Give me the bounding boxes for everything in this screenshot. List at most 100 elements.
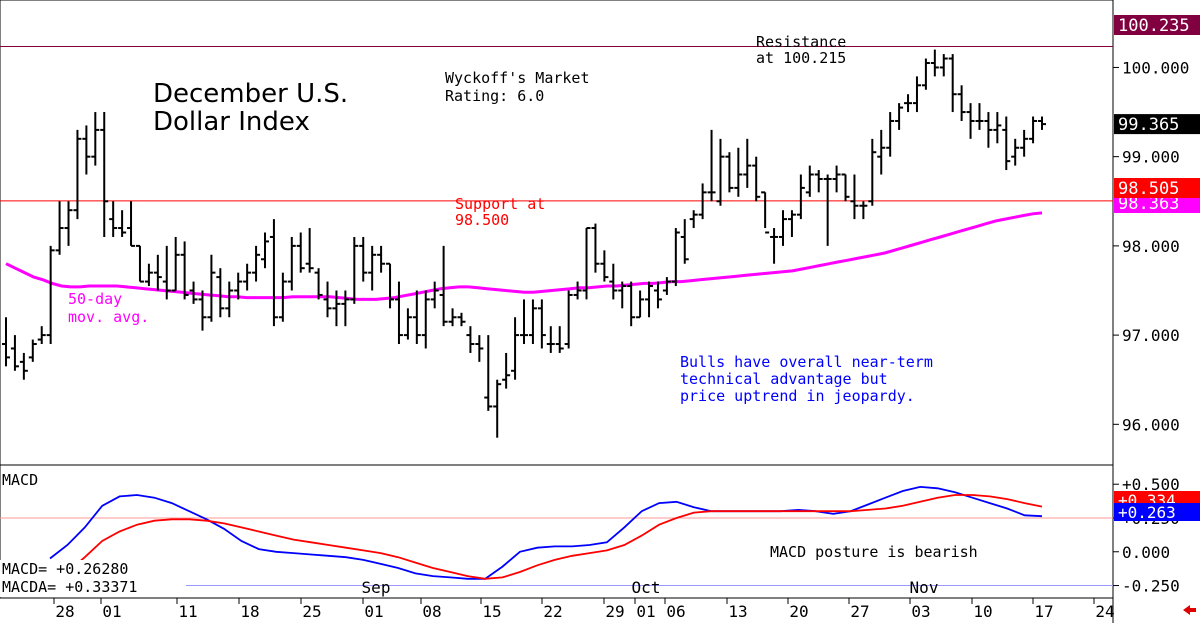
macd-value-tag-bg — [1114, 503, 1200, 521]
ohlc-bar — [180, 241, 189, 300]
macd-readout: MACD= +0.26280 — [2, 560, 128, 578]
ohlc-bar — [243, 263, 252, 291]
last-price-tag-bg — [1114, 114, 1200, 135]
macd-ytick-label: -0.250 — [1122, 577, 1180, 596]
ohlc-bar — [841, 173, 850, 202]
ohlc-bar — [537, 299, 546, 349]
ohlc-bar — [609, 263, 618, 300]
ohlc-bar — [484, 335, 493, 411]
x-month-label: Oct — [632, 578, 661, 597]
ohlc-bar — [189, 281, 198, 304]
ohlc-bar — [153, 254, 162, 291]
ohlc-bar — [627, 281, 636, 327]
ohlc-bar — [966, 103, 975, 139]
ohlc-bar — [1020, 129, 1029, 157]
macd-series-macd — [49, 485, 1043, 580]
ohlc-bar — [993, 112, 1002, 144]
ohlc-bar — [28, 339, 37, 362]
ohlc-bar — [814, 170, 823, 193]
ohlc-bar — [19, 352, 28, 380]
ohlc-bar — [680, 219, 689, 264]
ohlc-bar — [493, 379, 502, 438]
ohlc-bar — [725, 152, 734, 193]
ohlc-bar — [502, 352, 511, 389]
ohlc-bar — [430, 281, 439, 309]
ohlc-bar — [671, 228, 680, 287]
price-layer: 96.000 97.000 98.000 99.000 100.000 100.235 99… — [0, 15, 1200, 438]
ohlc-bar — [600, 250, 609, 282]
ohlc-bar — [591, 223, 600, 273]
ohlc-bar — [689, 210, 698, 229]
ohlc-bar — [752, 156, 761, 202]
ohlc-bar — [10, 335, 19, 371]
ohlc-bar — [207, 254, 216, 322]
macd-ytick-label: 0.000 — [1122, 543, 1170, 562]
macd-value-tag: +0.263 — [1118, 503, 1176, 522]
rating-annotation-line-2: Rating: 6.0 — [445, 87, 544, 105]
ohlc-bar — [555, 326, 564, 353]
ma-label-line-2: mov. avg. — [68, 308, 149, 326]
ohlc-bar — [698, 183, 707, 220]
ohlc-bar — [1011, 138, 1020, 166]
ohlc-bar — [109, 201, 118, 237]
ohlc-bar — [886, 112, 895, 157]
scroll-arrow-icon[interactable] — [1183, 605, 1196, 615]
ohlc-bar — [707, 129, 716, 202]
x-tick-label: 18 — [240, 602, 259, 621]
ohlc-bar — [805, 165, 814, 197]
ohlc-bar — [770, 228, 779, 264]
x-tick-label: 01 — [364, 602, 383, 621]
rating-annotation-line-1: Wyckoff's Market — [445, 69, 590, 87]
x-tick-label: 06 — [666, 602, 685, 621]
support-annotation-line-2: 98.500 — [455, 211, 509, 229]
support-annotation-line-1: Support at — [455, 195, 545, 213]
price-ytick-label: 96.000 — [1122, 415, 1180, 434]
support-price-tag: 98.505 — [1118, 179, 1179, 199]
x-tick-label: 13 — [728, 602, 747, 621]
ohlc-bar — [520, 299, 528, 345]
ohlc-bar — [82, 125, 91, 175]
ohlc-bar — [118, 210, 127, 237]
ohlc-bar — [332, 290, 341, 327]
macd-panel-title: MACD — [2, 471, 38, 489]
ohlc-bar — [457, 312, 466, 327]
x-tick-label: 01 — [102, 602, 121, 621]
last-price-tag: 99.365 — [1118, 115, 1179, 135]
price-ytick-label: 100.000 — [1122, 58, 1189, 77]
ohlc-bar — [939, 54, 948, 77]
macd-series-macda — [49, 494, 1043, 587]
ohlc-bar — [823, 174, 832, 246]
x-tick-label: 29 — [605, 602, 624, 621]
ma-50day-line — [5, 211, 1043, 301]
ohlc-bar — [779, 210, 787, 246]
ohlc-bar — [511, 317, 520, 380]
ohlc-bar — [904, 94, 913, 113]
ohlc-bar — [127, 201, 136, 247]
price-ytick-label: 99.000 — [1122, 148, 1180, 167]
ohlc-bar — [734, 147, 743, 197]
ohlc-bar — [252, 245, 261, 282]
x-tick-label: 10 — [973, 602, 992, 621]
note-line-1: Bulls have overall near-term — [680, 353, 933, 371]
x-tick-label: 24 — [1095, 602, 1114, 621]
ma-price-tag: 98.363 — [1118, 194, 1179, 214]
ohlc-bar — [957, 85, 966, 121]
ohlc-bar — [296, 232, 305, 273]
ohlc-bar — [2, 317, 10, 367]
ohlc-bar — [144, 263, 153, 287]
x-tick-label: 20 — [789, 602, 808, 621]
ohlc-bar — [198, 290, 207, 331]
price-ytick-label: 97.000 — [1122, 326, 1180, 345]
ohlc-bar — [261, 232, 269, 269]
resistance-price-tag: 100.235 — [1118, 16, 1190, 36]
ohlc-bar — [448, 308, 457, 327]
ohlc-bar — [394, 281, 403, 345]
ohlc-bar — [359, 236, 368, 282]
x-month-label: Sep — [362, 578, 391, 597]
ohlc-bar — [55, 201, 64, 255]
ohlc-bar — [341, 290, 350, 327]
resistance-annotation-line-1: Resistance — [756, 33, 846, 51]
ohlc-bar — [234, 272, 243, 300]
ohlc-bar — [868, 138, 877, 206]
ohlc-bar — [832, 165, 841, 193]
